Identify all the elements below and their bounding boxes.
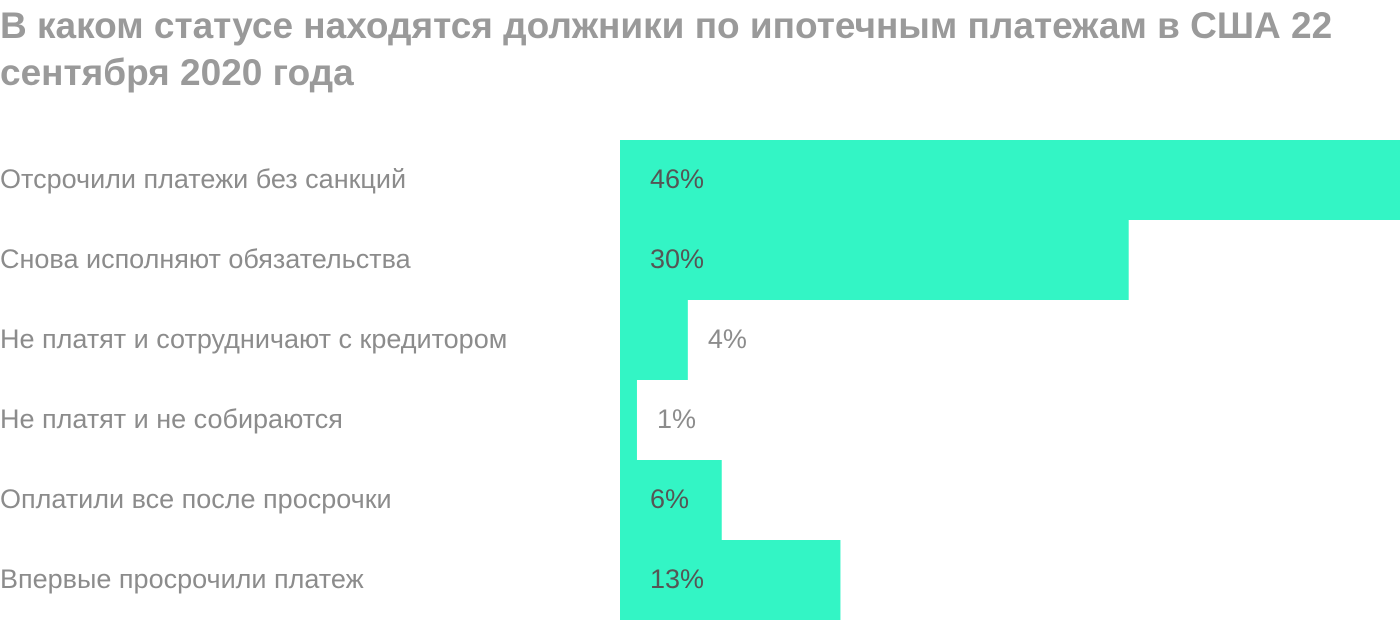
category-label: Впервые просрочили платеж xyxy=(0,564,364,594)
chart-title: В каком статусе находятся должники по ип… xyxy=(0,5,1333,93)
value-label: 46% xyxy=(650,164,704,194)
category-label: Не платят и сотрудничают с кредитором xyxy=(0,324,507,354)
bar xyxy=(620,460,722,540)
bar xyxy=(620,140,1400,220)
category-label: Снова исполняют обязательства xyxy=(0,244,412,274)
category-label: Оплатили все после просрочки xyxy=(0,484,392,514)
bar xyxy=(620,220,1129,300)
bar xyxy=(620,540,841,620)
value-label: 13% xyxy=(650,564,704,594)
value-label: 30% xyxy=(650,244,704,274)
category-label: Не платят и не собираются xyxy=(0,404,343,434)
value-label: 6% xyxy=(650,484,689,514)
bar xyxy=(620,300,688,380)
value-label: 1% xyxy=(657,404,696,434)
value-label: 4% xyxy=(708,324,747,354)
bar xyxy=(620,380,637,460)
category-label: Отсрочили платежи без санкций xyxy=(0,164,406,194)
